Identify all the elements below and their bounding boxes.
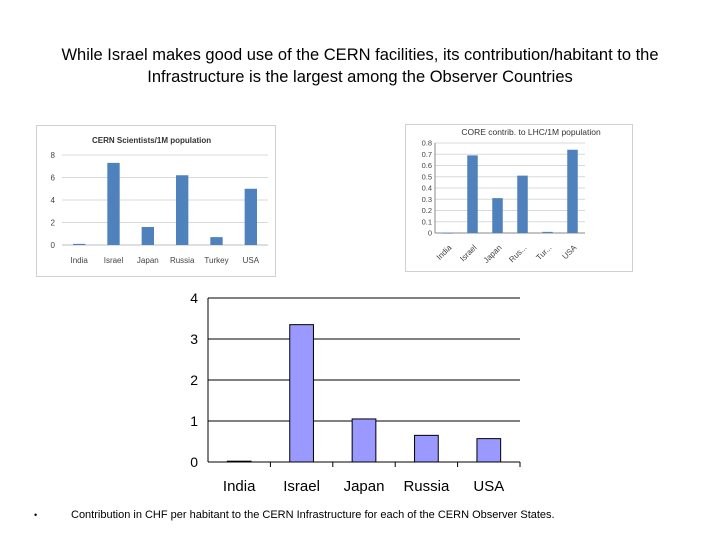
chart-chf-per-habitant: 0 1 2 3 4 India Israel Japan Russia USA [160,280,540,502]
x-tick-label: India [70,256,88,265]
y-tick-label: 0.7 [422,150,432,159]
chart-frame [36,125,276,277]
bar-russia [414,434,439,463]
bar-israel [107,162,120,245]
bar-israel [289,324,314,463]
bar-india [226,460,252,463]
y-tick-label: 0.1 [422,217,432,226]
bar-usa [244,188,258,245]
bullet-text: Contribution in CHF per habitant to the … [71,509,555,521]
bar-tur [542,231,553,233]
x-tick-label: Turkey [204,256,228,265]
bar-turkey [210,237,223,245]
bar-japan [141,227,155,245]
bar-japan [351,418,377,463]
bullet-marker: • [34,510,38,520]
bar-usa [567,149,578,233]
y-tick-label: 0 [428,229,432,238]
y-tick-label: 2 [190,372,198,388]
y-tick-label: 8 [51,151,56,160]
bar-japan [492,198,503,233]
bar-rus [517,175,528,233]
y-tick-label: 3 [190,331,198,347]
x-tick-label: Israel [104,256,124,265]
chart-frame [160,280,540,502]
bar-india [72,243,86,245]
bar-israel [467,155,478,233]
chart-title: CORE contrib. to LHC/1M population [461,127,601,137]
y-tick-label: 0.5 [422,172,432,181]
y-tick-label: 4 [51,196,56,205]
chart-title: CERN Scientists/1M population [92,136,211,145]
chart-cern-scientists: CERN Scientists/1M population 0 2 4 6 8 India I… [36,125,276,277]
bar-russia [175,175,189,245]
y-tick-label: 2 [51,218,56,227]
y-tick-label: 0.8 [422,139,432,148]
x-tick-label: Russia [403,478,450,495]
chart-core-contribution: CORE contrib. to LHC/1M population 0 0.1 0.… [405,124,633,272]
x-tick-label: USA [243,256,260,265]
y-tick-label: 0.4 [422,184,432,193]
x-tick-label: Japan [344,478,385,495]
bar-india [442,233,453,234]
y-tick-label: 0.6 [422,161,432,170]
y-tick-label: 0 [190,454,198,470]
bar-usa [476,438,502,463]
y-tick-label: 4 [190,290,198,306]
x-tick-label: Japan [137,256,159,265]
x-tick-label: India [223,478,256,495]
x-tick-label: Israel [283,478,320,495]
y-tick-label: 0 [51,241,56,250]
y-tick-label: 1 [190,413,198,429]
y-tick-label: 0.2 [422,206,432,215]
x-tick-label: Russia [170,256,195,265]
x-tick-label: USA [473,478,504,495]
y-tick-label: 0.3 [422,195,432,204]
y-tick-label: 6 [51,173,56,182]
slide-title: While Israel makes good use of the CERN … [61,46,659,86]
